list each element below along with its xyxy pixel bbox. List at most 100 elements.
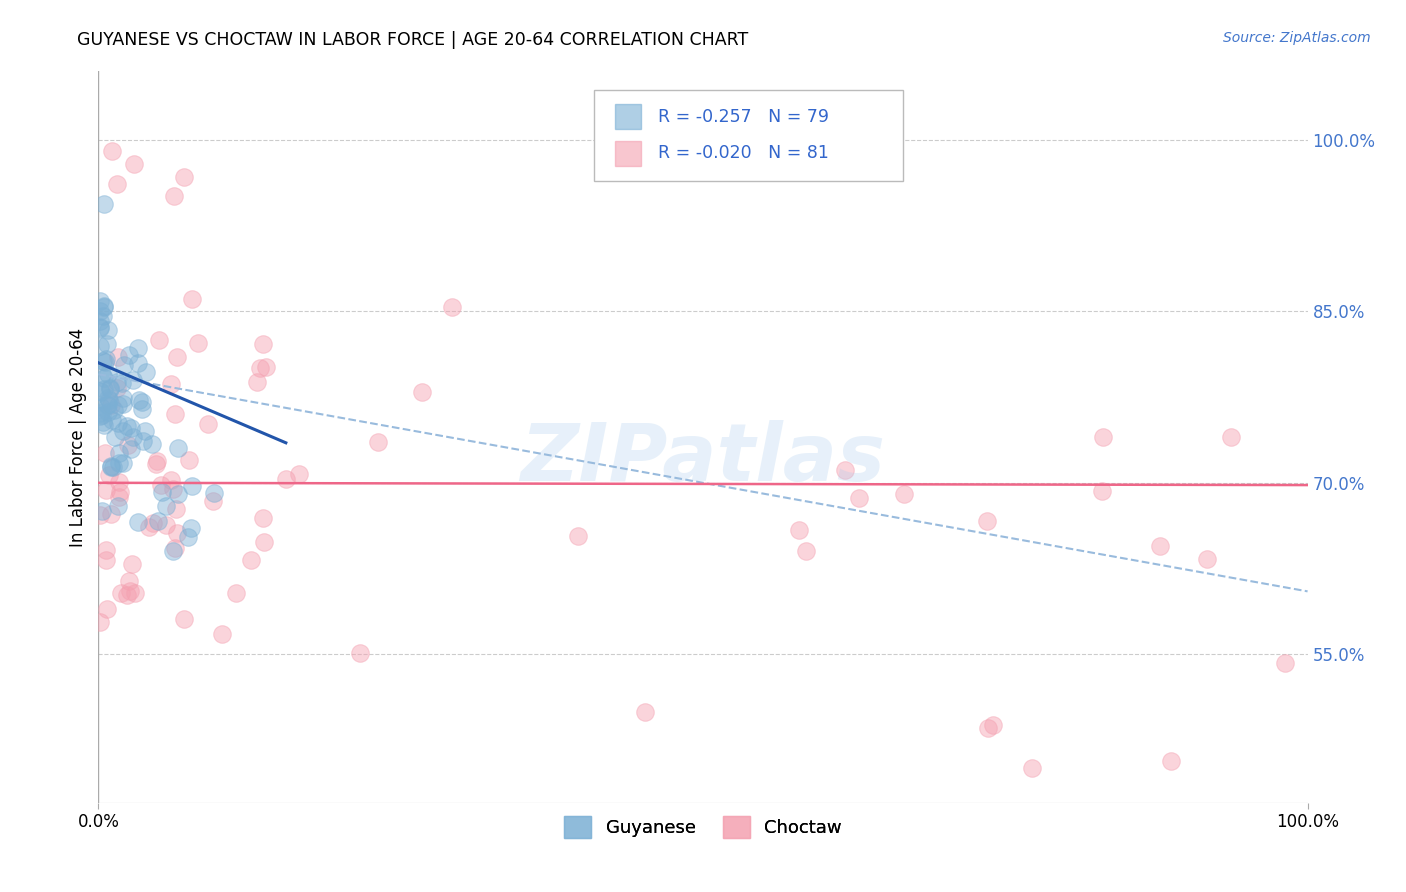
Point (93, 353, 115, 368)
Point (89, 339, 111, 353)
Point (132, 434, 155, 448)
Point (150, 485, 173, 500)
Text: Source: ZipAtlas.com: Source: ZipAtlas.com (1223, 31, 1371, 45)
Point (112, 391, 135, 405)
Point (97, 368, 120, 382)
Point (97, 392, 120, 407)
Point (89, 304, 111, 318)
Point (120, 421, 142, 435)
Point (1160, 754, 1182, 768)
Point (89, 384, 111, 398)
Point (131, 395, 153, 409)
Point (98, 382, 121, 396)
Point (167, 441, 190, 455)
Point (848, 491, 870, 505)
Point (128, 392, 150, 407)
Point (112, 358, 135, 372)
Point (107, 499, 129, 513)
FancyBboxPatch shape (595, 90, 903, 181)
Point (162, 189, 184, 203)
Point (162, 543, 184, 558)
Point (122, 373, 145, 387)
Point (100, 413, 122, 427)
Point (108, 485, 131, 500)
Point (97, 323, 120, 337)
Point (127, 341, 149, 355)
Point (89, 321, 111, 335)
Point (94, 446, 117, 460)
FancyBboxPatch shape (614, 141, 641, 166)
Point (142, 516, 165, 530)
Point (411, 385, 433, 400)
Point (981, 717, 1004, 731)
Point (252, 511, 274, 525)
Point (349, 646, 371, 660)
Point (274, 472, 297, 486)
Point (98, 381, 121, 395)
Point (173, 612, 195, 626)
Legend: Guyanese, Choctaw: Guyanese, Choctaw (557, 808, 849, 845)
Point (166, 487, 188, 501)
Y-axis label: In Labor Force | Age 20-64: In Labor Force | Age 20-64 (69, 327, 87, 547)
Point (249, 361, 271, 376)
Point (197, 417, 219, 432)
Point (252, 337, 274, 351)
Point (202, 486, 225, 500)
Point (202, 494, 225, 508)
Point (96, 351, 118, 366)
Point (135, 366, 157, 380)
Point (1091, 430, 1114, 444)
Point (567, 529, 589, 543)
Point (100, 398, 122, 412)
Point (89, 293, 111, 308)
Point (1219, 430, 1241, 444)
Point (187, 335, 209, 350)
Text: ZIPatlas: ZIPatlas (520, 420, 886, 498)
Point (115, 588, 138, 602)
Point (160, 473, 183, 487)
Point (1091, 483, 1114, 498)
Point (246, 376, 269, 390)
Point (105, 375, 128, 389)
Point (118, 348, 141, 362)
Point (97, 391, 120, 405)
Point (107, 350, 129, 364)
Point (101, 144, 124, 158)
Point (93, 299, 115, 313)
Point (94, 483, 117, 498)
Point (239, 553, 262, 567)
Point (834, 463, 856, 477)
Point (1197, 552, 1219, 566)
Point (107, 416, 129, 430)
Point (111, 424, 134, 438)
Point (367, 435, 389, 450)
Point (146, 454, 169, 468)
Point (118, 574, 141, 589)
Point (122, 157, 145, 171)
Point (122, 430, 145, 444)
Point (131, 401, 153, 416)
Point (976, 515, 998, 529)
Point (98, 467, 121, 482)
Point (89, 313, 111, 327)
Point (107, 475, 129, 490)
Point (91, 409, 114, 423)
Point (107, 398, 129, 412)
Point (93, 417, 115, 432)
Point (104, 430, 127, 444)
Point (91, 309, 114, 323)
Point (1274, 656, 1296, 670)
Point (1149, 539, 1171, 553)
Point (163, 541, 186, 556)
Point (91, 368, 114, 382)
Point (111, 376, 134, 391)
Point (254, 359, 277, 374)
Text: R = -0.257   N = 79: R = -0.257 N = 79 (658, 108, 830, 126)
Text: R = -0.020   N = 81: R = -0.020 N = 81 (658, 145, 830, 162)
Point (163, 407, 186, 421)
Point (93, 197, 115, 211)
Point (89, 615, 111, 629)
Point (100, 460, 122, 475)
Point (173, 169, 195, 184)
Point (124, 586, 146, 600)
